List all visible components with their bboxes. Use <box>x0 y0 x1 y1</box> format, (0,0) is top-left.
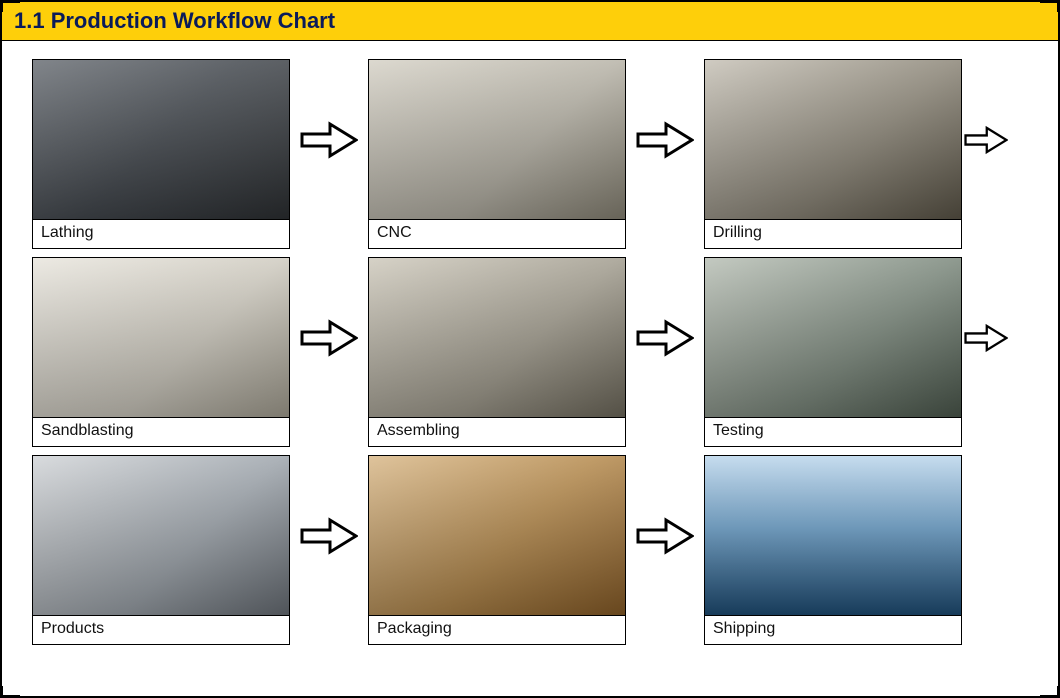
step-cnc-photo <box>369 60 625 220</box>
workflow-row-0: Lathing CNC Drilling <box>32 59 1048 249</box>
step-packaging-photo <box>369 456 625 616</box>
corner-bracket-tr <box>1040 0 1060 12</box>
step-shipping: Shipping <box>704 455 962 645</box>
step-shipping-caption: Shipping <box>705 616 961 644</box>
step-assembling-caption: Assembling <box>369 418 625 446</box>
step-drilling-photo <box>705 60 961 220</box>
arrow-icon <box>626 60 704 220</box>
corner-bracket-tl <box>0 0 20 12</box>
step-lathing-caption: Lathing <box>33 220 289 248</box>
step-testing-photo <box>705 258 961 418</box>
step-cnc: CNC <box>368 59 626 249</box>
step-products-caption: Products <box>33 616 289 644</box>
step-drilling-caption: Drilling <box>705 220 961 248</box>
step-assembling-photo <box>369 258 625 418</box>
step-sandblasting-photo <box>33 258 289 418</box>
step-assembling: Assembling <box>368 257 626 447</box>
step-shipping-photo <box>705 456 961 616</box>
workflow-grid: Lathing CNC Drilling S <box>2 41 1058 663</box>
arrow-icon <box>290 456 368 616</box>
step-sandblasting-caption: Sandblasting <box>33 418 289 446</box>
arrow-icon <box>626 258 704 418</box>
step-products: Products <box>32 455 290 645</box>
arrow-icon <box>626 456 704 616</box>
section-title: 1.1 Production Workflow Chart <box>2 2 1058 41</box>
workflow-frame: 1.1 Production Workflow Chart Lathing CN… <box>0 0 1060 698</box>
step-cnc-caption: CNC <box>369 220 625 248</box>
arrow-icon <box>290 60 368 220</box>
workflow-row-2: Products Packaging Shipping <box>32 455 1048 645</box>
corner-bracket-br <box>1040 686 1060 698</box>
step-products-photo <box>33 456 289 616</box>
step-sandblasting: Sandblasting <box>32 257 290 447</box>
step-testing-caption: Testing <box>705 418 961 446</box>
arrow-icon <box>968 258 1012 418</box>
arrow-icon <box>290 258 368 418</box>
step-packaging: Packaging <box>368 455 626 645</box>
arrow-icon <box>968 60 1012 220</box>
corner-bracket-bl <box>0 686 20 698</box>
workflow-row-1: Sandblasting Assembling Testing <box>32 257 1048 447</box>
step-packaging-caption: Packaging <box>369 616 625 644</box>
step-drilling: Drilling <box>704 59 962 249</box>
step-lathing: Lathing <box>32 59 290 249</box>
step-lathing-photo <box>33 60 289 220</box>
step-testing: Testing <box>704 257 962 447</box>
